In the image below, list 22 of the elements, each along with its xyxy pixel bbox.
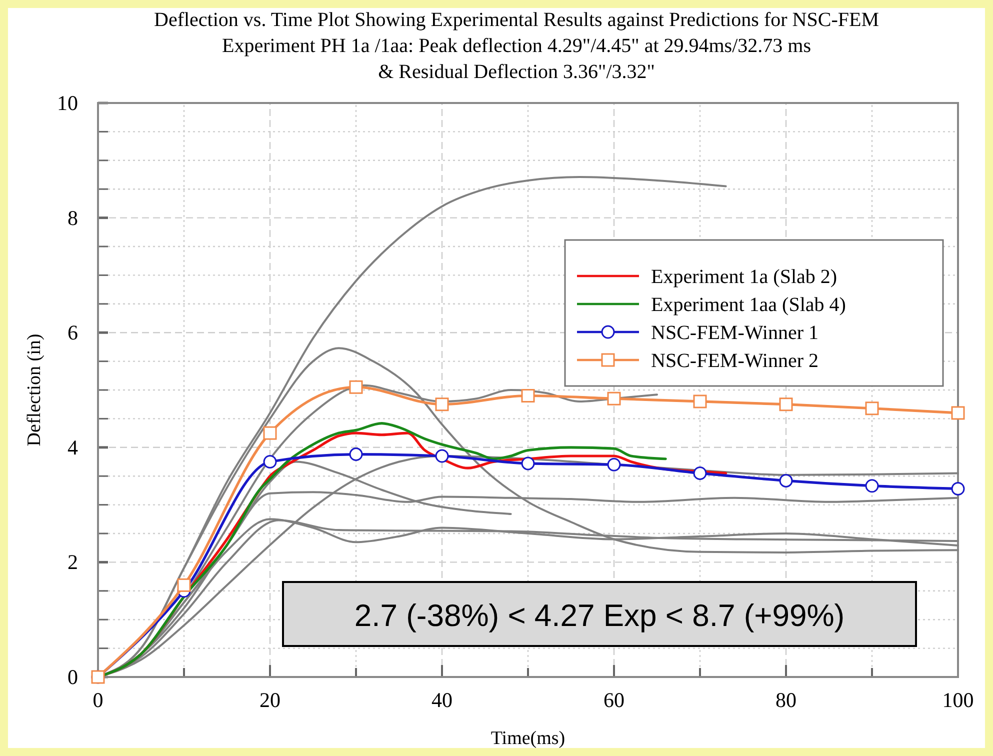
x-axis-title: Time(ms) xyxy=(490,728,566,749)
y-tick-label: 6 xyxy=(68,320,78,345)
legend-label: Experiment 1aa (Slab 4) xyxy=(651,294,846,316)
note-box: 2.7 (-38%) < 4.27 Exp < 8.7 (+99%) xyxy=(282,581,917,647)
annotation: 2.7 (-38%) < 4.27 Exp < 8.7 (+99%) xyxy=(354,598,845,633)
legend-label: NSC-FEM-Winner 2 xyxy=(651,350,819,372)
legend-label: Experiment 1a (Slab 2) xyxy=(651,266,838,288)
y-axis-title: Deflection (in) xyxy=(24,334,45,446)
y-tick-label: 8 xyxy=(68,206,78,230)
y-tick-label: 10 xyxy=(57,91,78,115)
y-tick-label: 4 xyxy=(68,435,78,460)
legend-label: NSC-FEM-Winner 1 xyxy=(651,322,819,344)
x-tick-label: 0 xyxy=(92,688,104,712)
y-tick-label: 2 xyxy=(68,550,78,574)
x-tick-label: 60 xyxy=(604,688,624,712)
chart-title: Deflection vs. Time Plot Showing Experimental Results against Predictions for NSC-FEM xyxy=(154,9,880,31)
x-tick-label: 100 xyxy=(942,688,974,712)
y-tick-label: 0 xyxy=(68,665,78,689)
chart-subtitle: Experiment PH 1a /1aa: Peak deflection 4.29"/4.45" at 29.94ms/32.73 ms & Residual Deflection 3.36"/3.32" xyxy=(222,35,812,83)
x-tick-label: 80 xyxy=(776,688,796,712)
x-tick-label: 40 xyxy=(432,688,452,712)
x-tick-label: 20 xyxy=(260,688,280,712)
